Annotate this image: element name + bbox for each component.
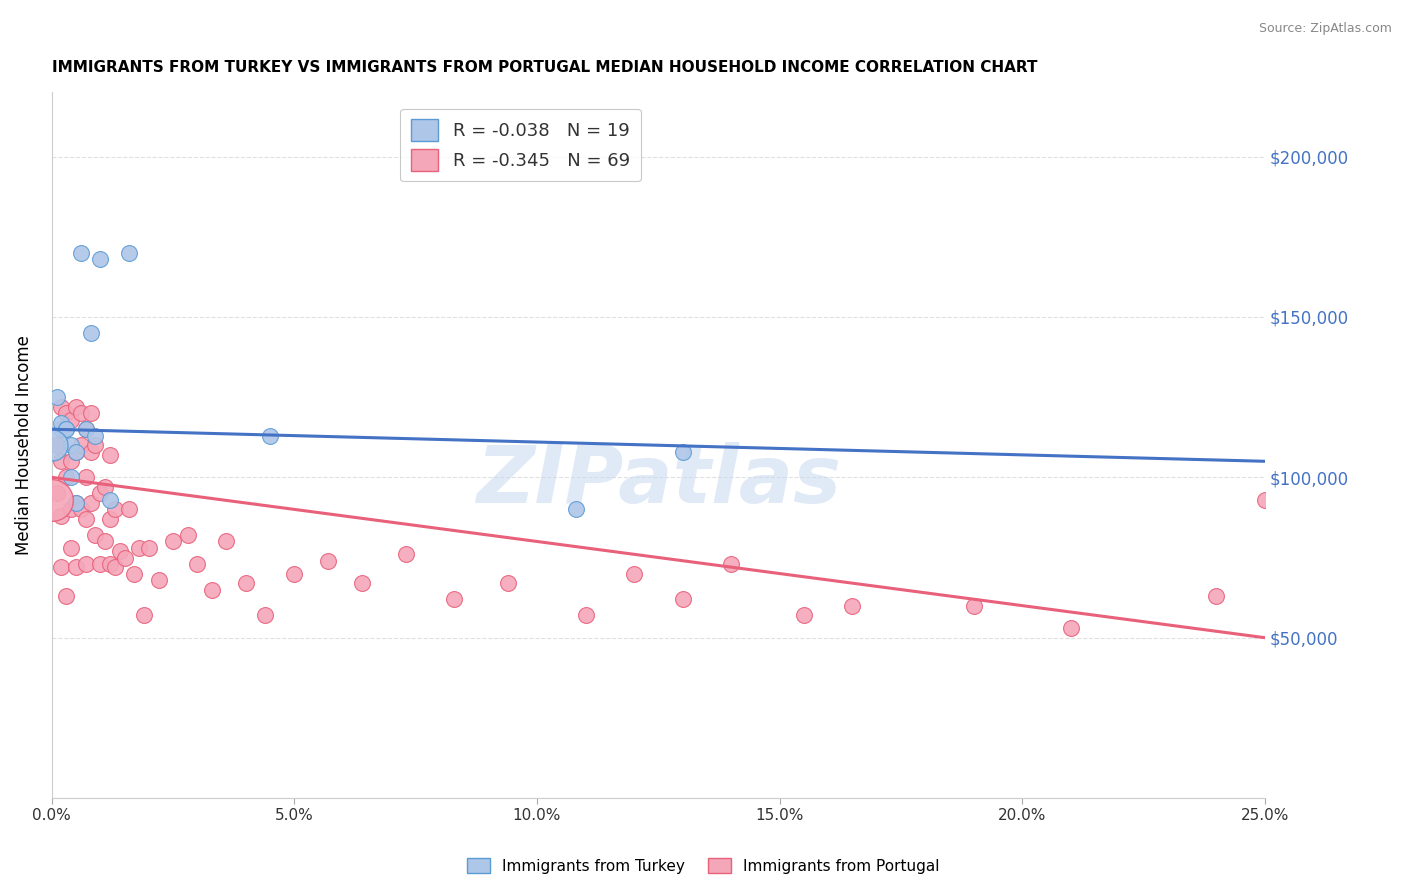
Point [118, 245, 141, 260]
Legend: Immigrants from Turkey, Immigrants from Portugal: Immigrants from Turkey, Immigrants from … [461, 852, 945, 880]
Point [132, 608, 155, 623]
Point [51, 422, 73, 436]
Text: IMMIGRANTS FROM TURKEY VS IMMIGRANTS FROM PORTUGAL MEDIAN HOUSEHOLD INCOME CORRE: IMMIGRANTS FROM TURKEY VS IMMIGRANTS FRO… [52, 60, 1038, 75]
Point [55, 422, 77, 436]
Point [60, 470, 83, 484]
Point [574, 608, 596, 623]
Point [395, 547, 418, 561]
Point [623, 566, 645, 581]
Point [671, 444, 693, 458]
Legend: R = -0.038   N = 19, R = -0.345   N = 69: R = -0.038 N = 19, R = -0.345 N = 69 [401, 109, 641, 181]
Point [60, 541, 83, 555]
Point [215, 534, 238, 549]
Point [84, 438, 107, 452]
Point [65, 496, 87, 510]
Point [45, 438, 67, 452]
Point [496, 576, 519, 591]
Point [283, 566, 305, 581]
Point [104, 560, 127, 574]
Point [94, 480, 117, 494]
Point [70, 406, 93, 420]
Point [79, 496, 101, 510]
Point [259, 428, 281, 442]
Point [98, 512, 121, 526]
Point [51, 454, 73, 468]
Point [51, 400, 73, 414]
Point [114, 550, 136, 565]
Point [60, 412, 83, 426]
Point [79, 444, 101, 458]
Point [89, 557, 111, 571]
Point [443, 592, 465, 607]
Point [65, 560, 87, 574]
Point [254, 608, 277, 623]
Point [55, 470, 77, 484]
Point [352, 576, 374, 591]
Point [98, 557, 121, 571]
Point [75, 470, 97, 484]
Point [55, 406, 77, 420]
Point [565, 502, 588, 516]
Point [1254, 492, 1277, 507]
Text: Source: ZipAtlas.com: Source: ZipAtlas.com [1258, 22, 1392, 36]
Point [671, 592, 693, 607]
Point [41, 492, 63, 507]
Point [118, 502, 141, 516]
Point [186, 557, 208, 571]
Point [51, 560, 73, 574]
Point [75, 422, 97, 436]
Point [108, 544, 131, 558]
Point [79, 406, 101, 420]
Point [94, 534, 117, 549]
Point [79, 326, 101, 340]
Point [963, 599, 986, 613]
Point [720, 557, 742, 571]
Point [1205, 589, 1227, 603]
Point [98, 448, 121, 462]
Point [122, 566, 145, 581]
Point [60, 438, 83, 452]
Point [51, 416, 73, 430]
Point [148, 573, 170, 587]
Point [60, 502, 83, 516]
Point [55, 589, 77, 603]
Point [318, 554, 340, 568]
Point [84, 528, 107, 542]
Point [841, 599, 863, 613]
Point [84, 428, 107, 442]
Point [128, 541, 150, 555]
Point [176, 528, 198, 542]
Point [65, 444, 87, 458]
Point [793, 608, 815, 623]
Text: ZIPatlas: ZIPatlas [475, 442, 841, 519]
Point [104, 502, 127, 516]
Point [70, 438, 93, 452]
Point [98, 492, 121, 507]
Point [45, 486, 67, 500]
Point [235, 576, 257, 591]
Point [75, 512, 97, 526]
Point [45, 390, 67, 404]
Point [138, 541, 160, 555]
Point [70, 245, 93, 260]
Point [65, 496, 87, 510]
Point [65, 444, 87, 458]
Y-axis label: Median Household Income: Median Household Income [15, 335, 32, 555]
Point [89, 252, 111, 267]
Point [60, 454, 83, 468]
Point [55, 422, 77, 436]
Point [75, 422, 97, 436]
Point [201, 582, 224, 597]
Point [65, 400, 87, 414]
Point [89, 486, 111, 500]
Point [51, 508, 73, 523]
Point [162, 534, 184, 549]
Point [70, 502, 93, 516]
Point [75, 557, 97, 571]
Point [1060, 621, 1083, 635]
Point [41, 438, 63, 452]
